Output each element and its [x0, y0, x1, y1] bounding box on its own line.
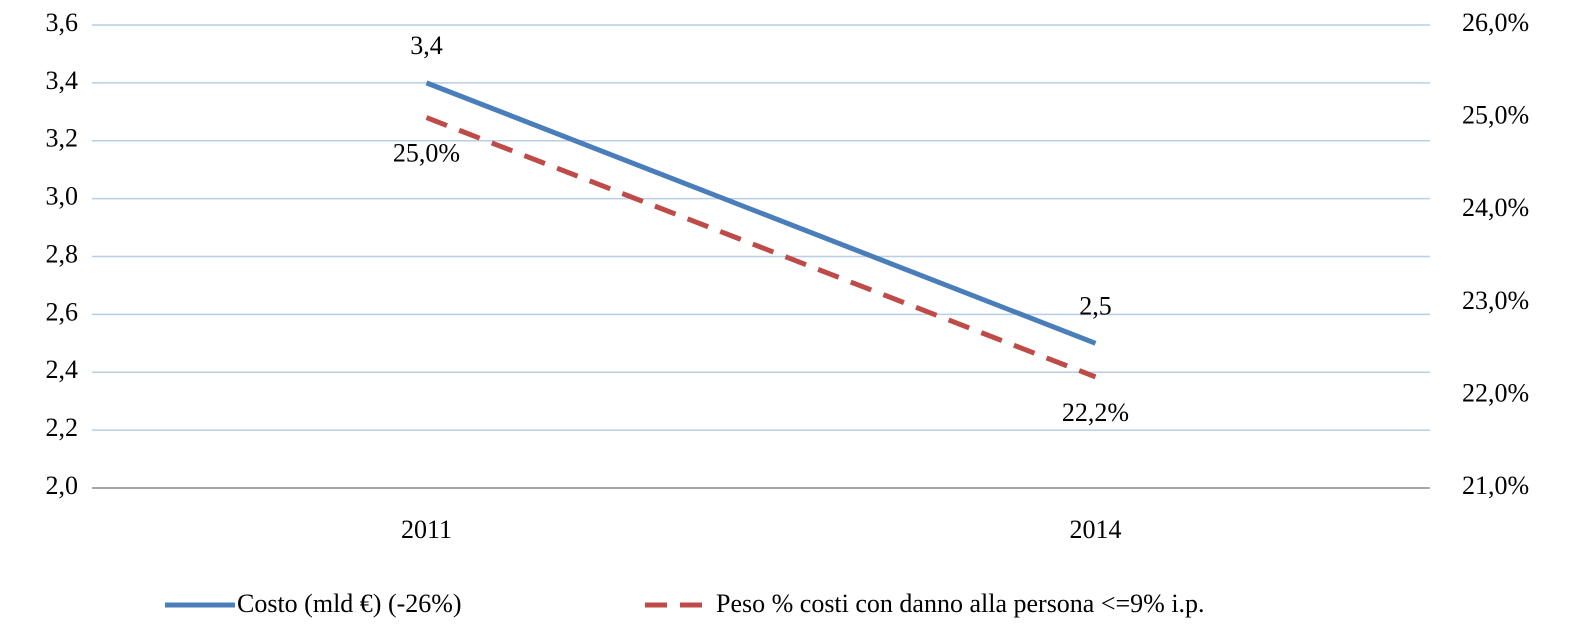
- data-label: 25,0%: [393, 139, 460, 168]
- y2-tick-label: 21,0%: [1462, 471, 1529, 500]
- y-tick-label: 2,2: [46, 413, 79, 442]
- legend-label: Costo (mld €) (-26%): [237, 589, 462, 618]
- y-tick-label: 2,8: [46, 239, 79, 268]
- x-tick-label: 2014: [1070, 515, 1122, 544]
- y-tick-label: 3,4: [46, 66, 79, 95]
- y2-tick-label: 23,0%: [1462, 286, 1529, 315]
- y-tick-label: 3,2: [46, 124, 79, 153]
- series-line: [425, 80, 1097, 346]
- y2-tick-label: 26,0%: [1462, 8, 1529, 37]
- x-tick-label: 2011: [401, 515, 452, 544]
- data-label: 2,5: [1079, 291, 1112, 320]
- data-label: 22,2%: [1062, 398, 1129, 427]
- data-label: 3,4: [410, 31, 443, 60]
- y2-tick-label: 25,0%: [1462, 101, 1529, 130]
- y-tick-label: 2,0: [46, 471, 79, 500]
- legend-label: Peso % costi con danno alla persona <=9%…: [716, 589, 1205, 618]
- y2-tick-label: 22,0%: [1462, 378, 1529, 407]
- y-tick-label: 3,6: [46, 8, 79, 37]
- series-line: [425, 115, 1097, 380]
- y-tick-label: 2,6: [46, 297, 79, 326]
- y-tick-label: 2,4: [46, 355, 79, 384]
- y-tick-label: 3,0: [46, 182, 79, 211]
- y2-tick-label: 24,0%: [1462, 193, 1529, 222]
